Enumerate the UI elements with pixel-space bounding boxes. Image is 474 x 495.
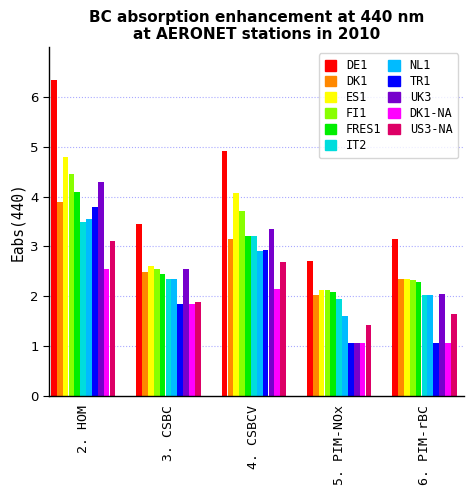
- Bar: [307, 261, 313, 396]
- Bar: [330, 292, 336, 396]
- Bar: [439, 294, 445, 396]
- Bar: [319, 290, 324, 396]
- Bar: [154, 269, 160, 396]
- Bar: [416, 282, 421, 396]
- Bar: [195, 302, 201, 396]
- Bar: [104, 269, 109, 396]
- Bar: [228, 239, 233, 396]
- Bar: [74, 192, 80, 396]
- Bar: [392, 239, 398, 396]
- Bar: [222, 151, 228, 396]
- Bar: [251, 237, 257, 396]
- Bar: [172, 279, 177, 396]
- Bar: [313, 295, 319, 396]
- Bar: [245, 237, 251, 396]
- Bar: [421, 295, 428, 396]
- Bar: [51, 80, 57, 396]
- Bar: [398, 279, 404, 396]
- Bar: [268, 230, 274, 396]
- Bar: [98, 182, 104, 396]
- Bar: [80, 221, 86, 396]
- Bar: [57, 201, 63, 396]
- Bar: [336, 298, 342, 396]
- Bar: [257, 251, 263, 396]
- Bar: [233, 193, 239, 396]
- Bar: [365, 325, 371, 396]
- Bar: [348, 344, 354, 396]
- Bar: [410, 280, 416, 396]
- Bar: [109, 242, 115, 396]
- Bar: [165, 279, 172, 396]
- Bar: [160, 274, 165, 396]
- Bar: [342, 316, 348, 396]
- Bar: [274, 289, 280, 396]
- Bar: [428, 295, 433, 396]
- Bar: [92, 206, 98, 396]
- Bar: [63, 157, 68, 396]
- Legend: DE1, DK1, ES1, FI1, FRES1, IT2, NL1, TR1, UK3, DK1-NA, US3-NA: DE1, DK1, ES1, FI1, FRES1, IT2, NL1, TR1…: [319, 53, 458, 158]
- Bar: [360, 344, 365, 396]
- Y-axis label: Eabs(440): Eabs(440): [10, 182, 25, 261]
- Bar: [325, 290, 330, 396]
- Bar: [451, 313, 456, 396]
- Bar: [354, 344, 360, 396]
- Bar: [404, 279, 410, 396]
- Bar: [148, 266, 154, 396]
- Bar: [239, 210, 245, 396]
- Bar: [280, 262, 286, 396]
- Bar: [189, 303, 195, 396]
- Bar: [183, 269, 189, 396]
- Bar: [137, 224, 142, 396]
- Bar: [177, 303, 183, 396]
- Title: BC absorption enhancement at 440 nm
at AERONET stations in 2010: BC absorption enhancement at 440 nm at A…: [89, 10, 424, 42]
- Bar: [86, 219, 92, 396]
- Bar: [433, 344, 439, 396]
- Bar: [69, 174, 74, 396]
- Bar: [263, 250, 268, 396]
- Bar: [142, 272, 148, 396]
- Bar: [445, 344, 451, 396]
